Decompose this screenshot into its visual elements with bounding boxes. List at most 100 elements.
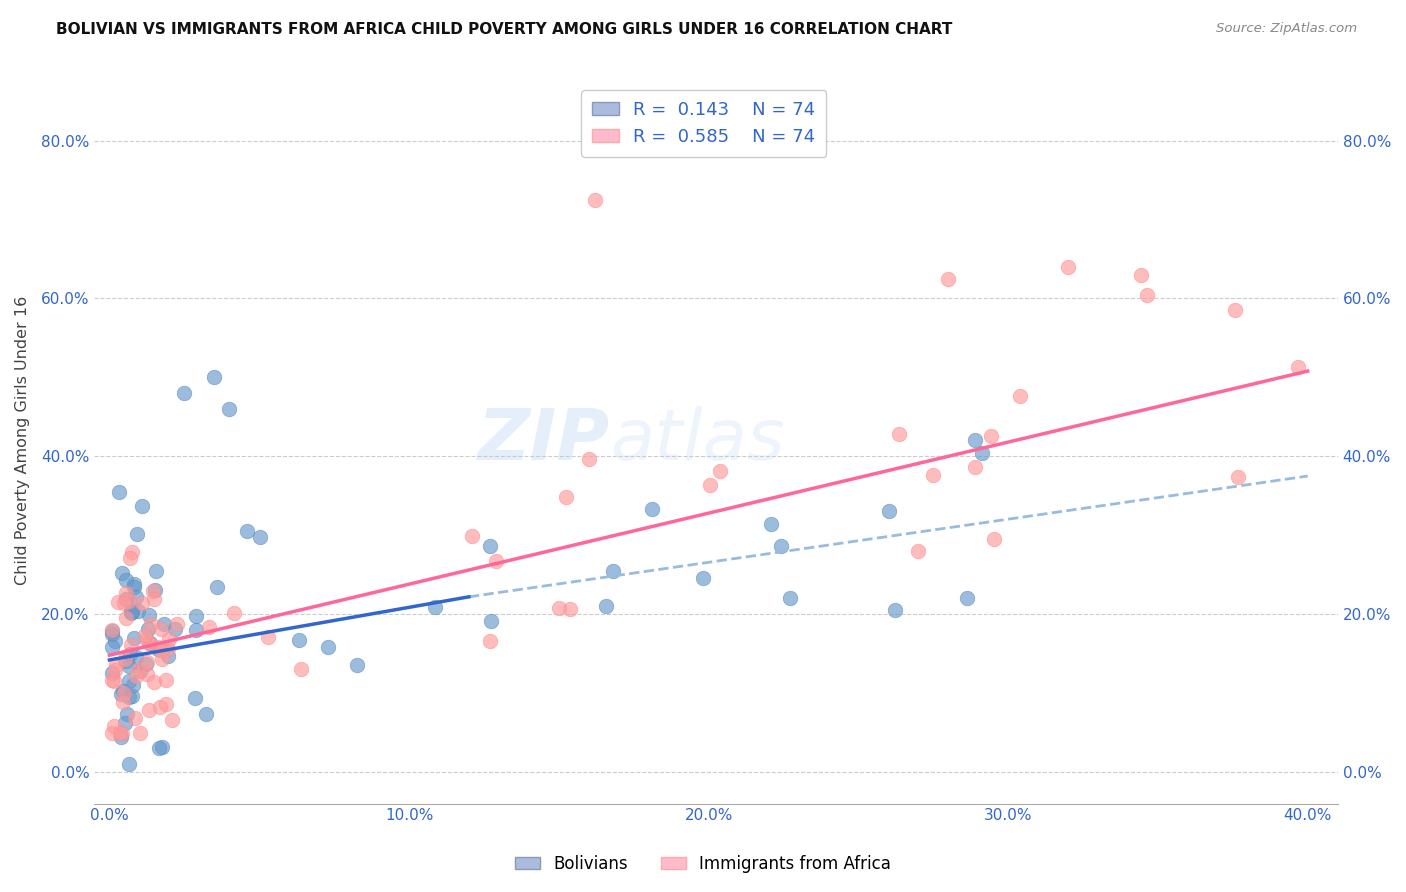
Point: [478, 633, 501, 648]
Text: Source: ZipAtlas.com: Source: ZipAtlas.com: [1216, 22, 1357, 36]
Point: [103, 634, 125, 648]
Point: [120, 638, 142, 652]
Point: [578, 452, 600, 467]
Point: [548, 601, 571, 615]
Point: [963, 433, 986, 447]
Point: [115, 573, 138, 587]
Legend: Bolivians, Immigrants from Africa: Bolivians, Immigrants from Africa: [508, 848, 898, 880]
Point: [288, 632, 311, 647]
Point: [149, 622, 172, 636]
Point: [970, 446, 993, 460]
Point: [149, 642, 172, 657]
Point: [125, 669, 148, 683]
Point: [124, 631, 146, 645]
Point: [120, 550, 142, 565]
Point: [138, 703, 160, 717]
Point: [202, 370, 225, 384]
Point: [922, 468, 945, 483]
Point: [218, 401, 240, 416]
Point: [101, 624, 124, 638]
Point: [595, 599, 617, 613]
Point: [101, 725, 124, 739]
Point: [194, 706, 217, 721]
Point: [112, 686, 135, 700]
Point: [111, 684, 134, 698]
Text: ZIP: ZIP: [478, 406, 610, 475]
Text: BOLIVIAN VS IMMIGRANTS FROM AFRICA CHILD POVERTY AMONG GIRLS UNDER 16 CORRELATIO: BOLIVIAN VS IMMIGRANTS FROM AFRICA CHILD…: [56, 22, 953, 37]
Point: [108, 485, 131, 500]
Point: [125, 591, 148, 605]
Point: [121, 689, 143, 703]
Point: [122, 577, 145, 591]
Point: [118, 756, 141, 771]
Point: [138, 607, 160, 622]
Point: [101, 673, 124, 688]
Point: [127, 604, 149, 618]
Point: [146, 640, 169, 655]
Point: [148, 741, 170, 756]
Point: [104, 664, 127, 678]
Point: [153, 617, 176, 632]
Point: [120, 647, 142, 661]
Point: [121, 545, 143, 559]
Point: [150, 740, 173, 755]
Point: [879, 504, 901, 518]
Point: [965, 459, 987, 474]
Point: [101, 640, 124, 654]
Point: [479, 539, 502, 553]
Point: [141, 616, 163, 631]
Point: [112, 695, 135, 709]
Point: [197, 620, 219, 634]
Point: [1223, 302, 1246, 317]
Point: [207, 580, 229, 594]
Point: [983, 532, 1005, 546]
Point: [560, 602, 582, 616]
Point: [143, 592, 166, 607]
Point: [112, 596, 135, 610]
Point: [129, 725, 152, 739]
Point: [111, 725, 134, 739]
Point: [1226, 470, 1249, 484]
Point: [907, 543, 929, 558]
Point: [136, 633, 159, 648]
Point: [1286, 359, 1309, 374]
Point: [1130, 268, 1153, 283]
Point: [138, 635, 160, 649]
Point: [641, 501, 664, 516]
Point: [128, 662, 150, 676]
Point: [157, 632, 180, 646]
Point: [110, 687, 132, 701]
Point: [124, 580, 146, 594]
Point: [602, 564, 624, 578]
Point: [108, 725, 131, 739]
Point: [118, 674, 141, 689]
Point: [115, 586, 138, 600]
Point: [127, 526, 149, 541]
Point: [120, 606, 142, 620]
Point: [114, 611, 136, 625]
Point: [479, 615, 502, 629]
Point: [156, 648, 179, 663]
Point: [692, 571, 714, 585]
Point: [1008, 389, 1031, 403]
Point: [101, 627, 124, 641]
Point: [583, 193, 606, 207]
Point: [143, 583, 166, 598]
Point: [173, 386, 195, 401]
Point: [222, 606, 245, 620]
Point: [121, 605, 143, 619]
Point: [235, 524, 257, 538]
Point: [115, 706, 138, 721]
Point: [131, 596, 153, 610]
Point: [155, 697, 177, 711]
Point: [555, 490, 578, 504]
Point: [936, 271, 959, 285]
Point: [699, 478, 721, 492]
Point: [883, 603, 905, 617]
Point: [425, 600, 447, 615]
Point: [129, 664, 152, 678]
Point: [256, 630, 278, 644]
Point: [146, 641, 169, 656]
Point: [1136, 288, 1159, 302]
Point: [461, 529, 484, 543]
